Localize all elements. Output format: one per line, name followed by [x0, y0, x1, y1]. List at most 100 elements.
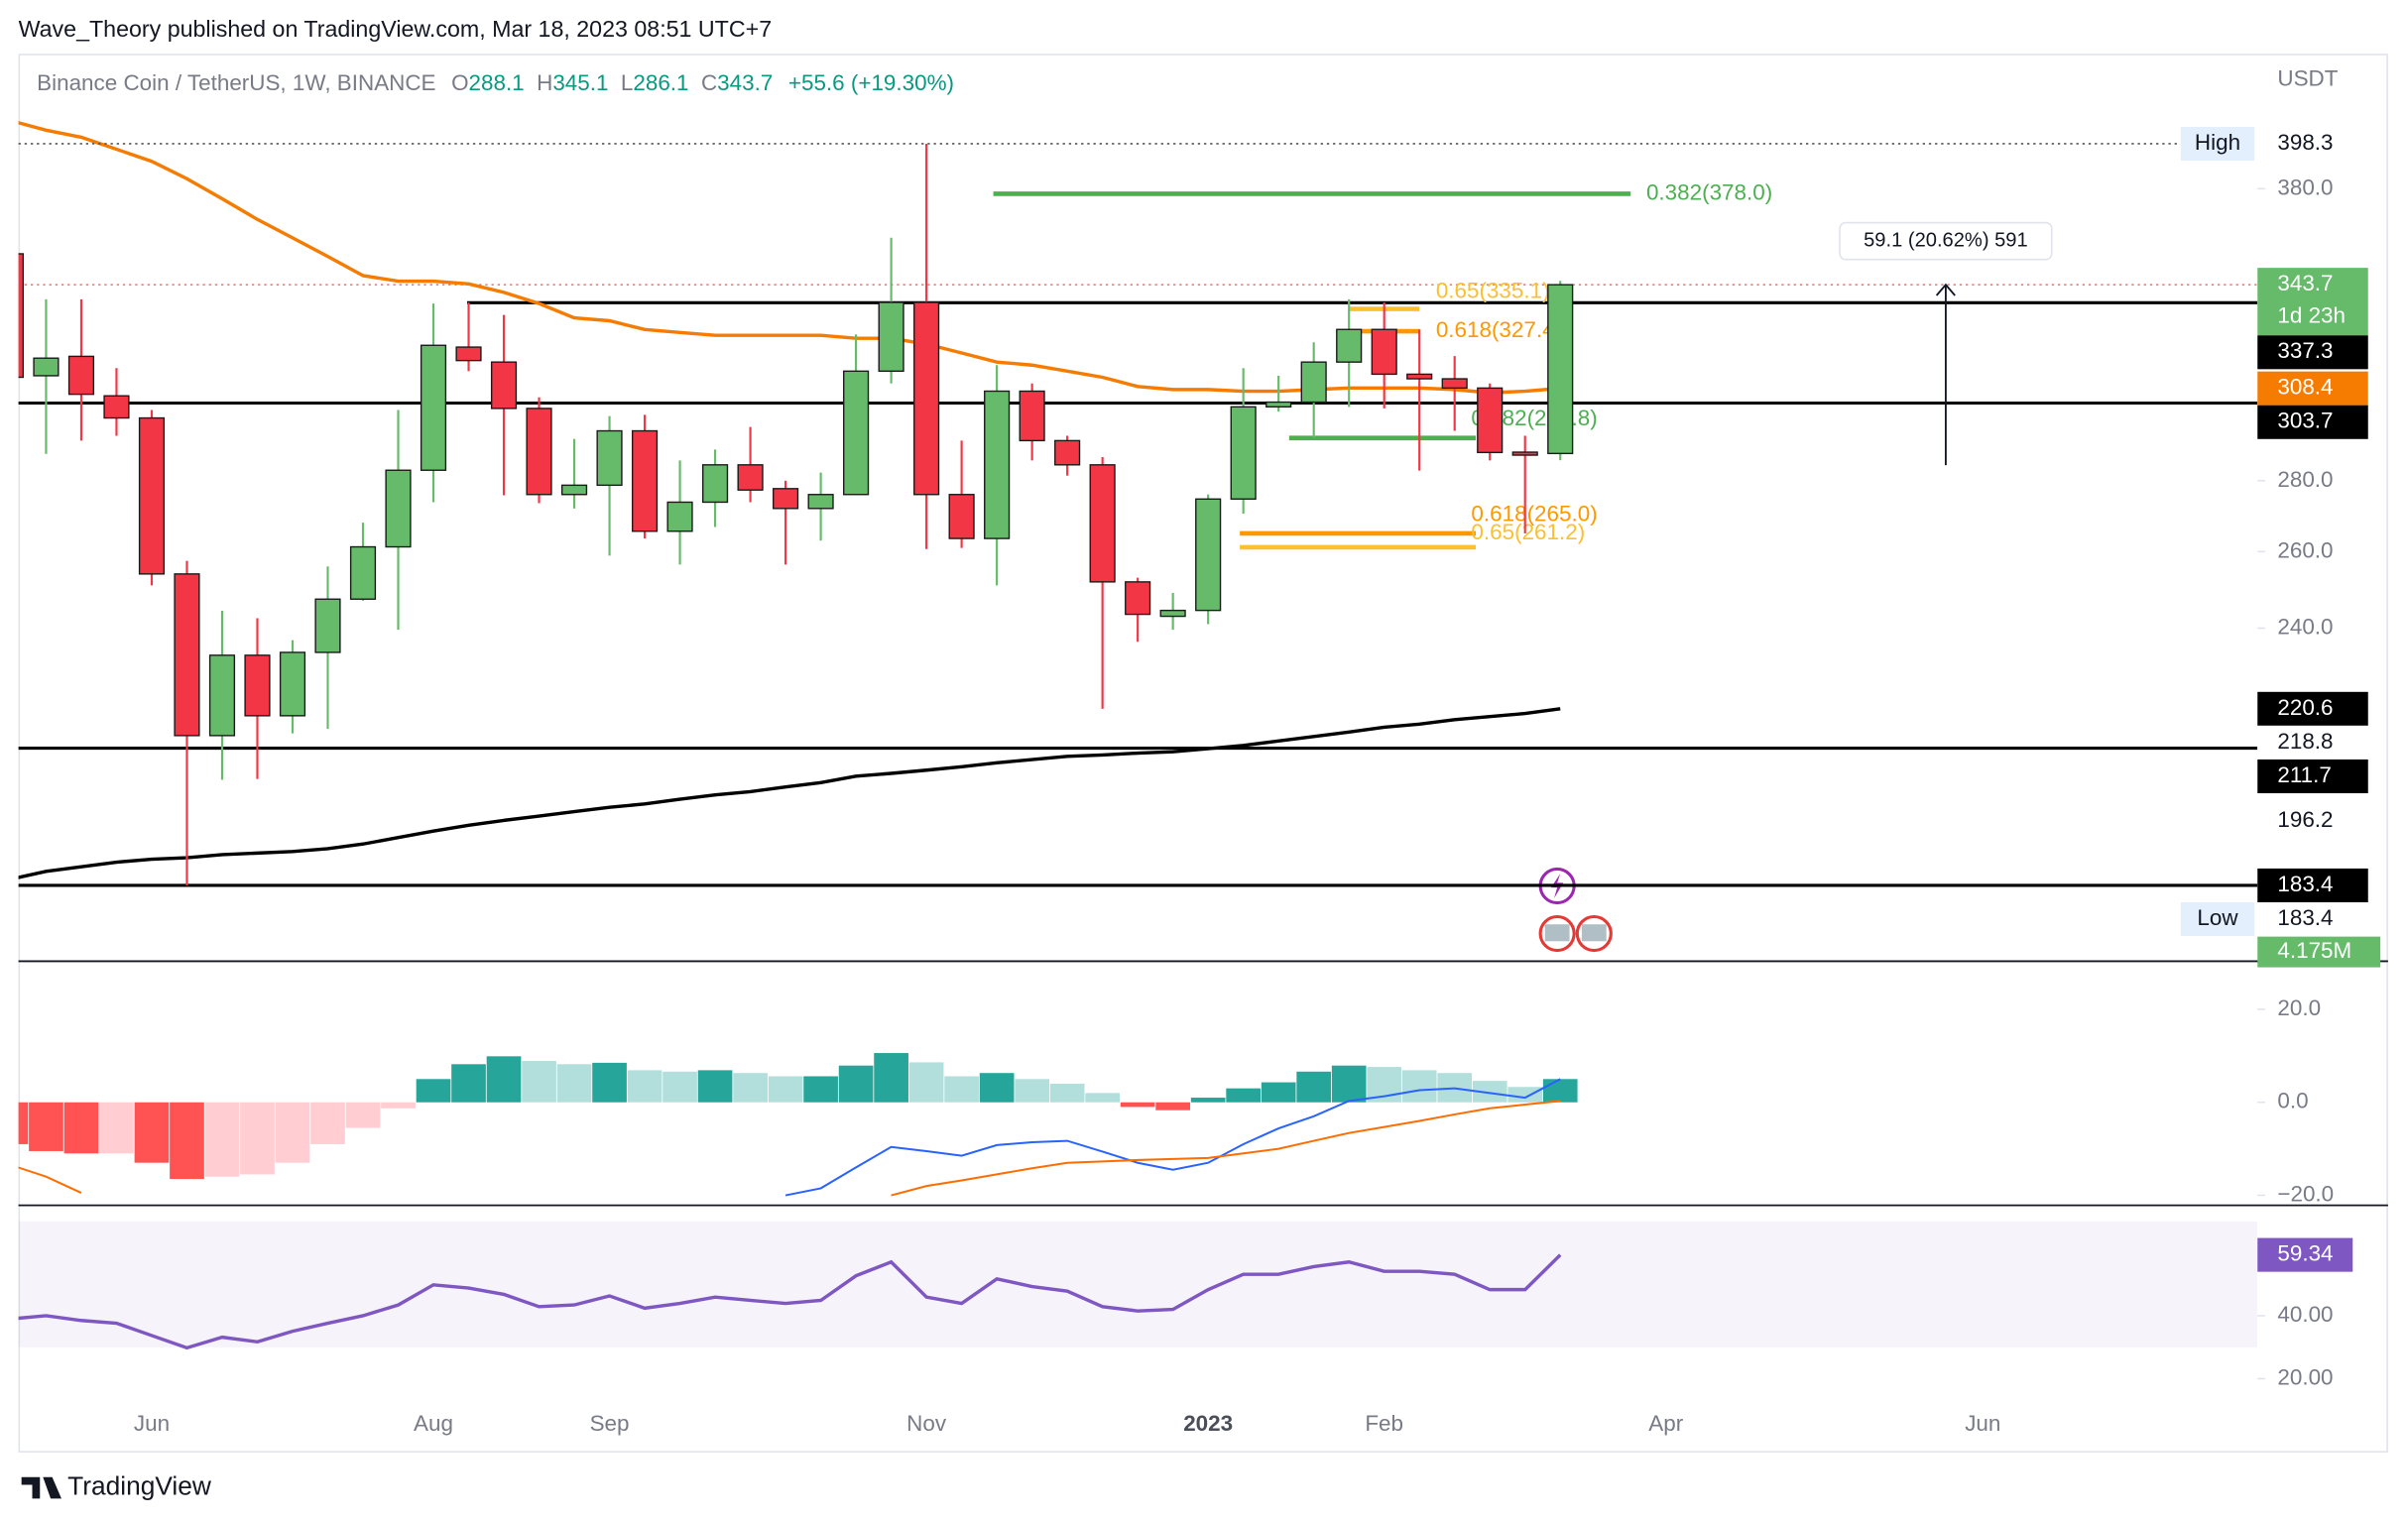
measure-arrowhead — [1935, 283, 1956, 296]
volume-label: 4.175M — [2277, 938, 2351, 963]
candle-body — [913, 301, 940, 496]
macd-line — [784, 1078, 1561, 1197]
main-pane: 0.382(378.0)0.65(335.1)0.618(327.4)0.382… — [18, 121, 2258, 887]
candle-body — [1547, 284, 1574, 455]
price-label: 220.6 — [2277, 695, 2333, 720]
legend-value: 345.1 — [552, 70, 608, 95]
candle-body — [1159, 609, 1186, 618]
legend-value: 343.7 — [717, 70, 773, 95]
macd-histogram-bar — [18, 1102, 29, 1144]
candle-body — [174, 573, 200, 737]
brand-logo — [21, 1476, 61, 1499]
candle-body — [1371, 328, 1397, 376]
macd-histogram-bar — [522, 1061, 556, 1103]
price-label-box — [2257, 868, 2368, 903]
y-tick-label: 0.0 — [2277, 1089, 2308, 1113]
price-label-box — [2257, 268, 2368, 336]
macd-histogram-bar — [1542, 1079, 1578, 1103]
candle-body — [67, 355, 95, 396]
y-tick-label: 280.0 — [2277, 467, 2333, 492]
macd-histogram-bar — [1507, 1087, 1543, 1103]
legend-key: L — [621, 70, 633, 95]
candle-body — [701, 464, 729, 504]
macd-histogram-bar — [768, 1076, 803, 1103]
candle-body — [1511, 451, 1538, 456]
macd-histogram-bar — [416, 1079, 451, 1103]
moving-average — [18, 707, 1561, 879]
candle-body — [1054, 439, 1081, 466]
macd-histogram-bar — [803, 1076, 838, 1103]
candle-body — [1441, 378, 1468, 390]
macd-histogram-bar — [874, 1053, 908, 1103]
fib-label: 0.65(261.2) — [1471, 520, 1585, 544]
flag-icon — [1544, 924, 1570, 942]
price-tag-box — [2180, 126, 2255, 161]
flag-icon — [1581, 924, 1607, 942]
header-text: Wave_Theory published on TradingView.com… — [19, 16, 773, 42]
price-tag-box — [2180, 902, 2255, 937]
signal-line — [18, 1100, 1561, 1197]
x-tick-label: Jun — [1965, 1411, 2000, 1436]
legend-key: H — [537, 70, 552, 95]
candle-body — [596, 429, 623, 487]
price-label: 303.7 — [2277, 409, 2333, 433]
rsi-label: 59.34 — [2277, 1241, 2333, 1266]
macd-pane — [18, 1053, 1578, 1197]
macd-histogram-bar — [1331, 1065, 1367, 1103]
candle-body — [244, 654, 271, 717]
candle-body — [807, 494, 834, 510]
macd-histogram-bar — [627, 1070, 662, 1103]
candle-body — [1336, 328, 1363, 363]
macd-histogram-bar — [170, 1102, 204, 1180]
symbol: Binance Coin / TetherUS, 1W, BINANCE — [37, 70, 435, 95]
volume-label-box — [2257, 936, 2381, 968]
macd-histogram-bar — [345, 1102, 381, 1128]
candle-body — [1477, 387, 1504, 454]
macd-histogram-bar — [592, 1062, 627, 1103]
macd-histogram-bar — [29, 1102, 63, 1151]
macd-histogram-bar — [1261, 1082, 1296, 1103]
price-tag: High — [2195, 130, 2240, 155]
candle-body — [666, 501, 693, 532]
price-label: 196.2 — [2277, 807, 2333, 832]
macd-histogram-bar — [838, 1065, 874, 1103]
price-tag: Low — [2197, 905, 2238, 930]
price-label-box — [2257, 335, 2368, 370]
macd-histogram-bar — [1472, 1081, 1507, 1103]
candle-body — [314, 598, 341, 653]
brand-name: TradingView — [67, 1471, 212, 1501]
macd-histogram-bar — [310, 1102, 345, 1144]
measure-box — [1839, 221, 2053, 261]
price-label: 343.7 — [2277, 271, 2333, 295]
x-tick-label: Nov — [906, 1411, 947, 1436]
rsi-band — [18, 1221, 2258, 1347]
price-label-box — [2257, 902, 2368, 937]
candle-body — [18, 253, 25, 379]
macd-histogram-bar — [451, 1064, 486, 1103]
y-tick-label: 260.0 — [2277, 537, 2333, 562]
y-tick-label: 20.00 — [2277, 1364, 2333, 1389]
currency: USDT — [2277, 65, 2338, 90]
price-label-box — [2257, 371, 2368, 406]
macd-histogram-bar — [1120, 1102, 1155, 1108]
candle-body — [984, 390, 1011, 539]
price-label-countdown: 1d 23h — [2277, 303, 2346, 328]
candle-body — [631, 429, 659, 532]
price-label: 337.3 — [2277, 338, 2333, 363]
macd-histogram-bar — [275, 1102, 310, 1163]
macd-histogram-bar — [662, 1071, 697, 1103]
candle-body — [948, 494, 975, 539]
chart-frame — [18, 54, 2388, 1453]
price-label: 218.8 — [2277, 729, 2333, 754]
candle-body — [1406, 373, 1433, 380]
legend-key: C — [701, 70, 717, 95]
macd-histogram-bar — [134, 1102, 170, 1163]
macd-histogram-bar — [99, 1102, 134, 1154]
x-tick-label: Apr — [1648, 1411, 1683, 1436]
price-label: 308.4 — [2277, 375, 2333, 400]
macd-histogram-bar — [1155, 1102, 1191, 1111]
x-tick-label: Jun — [134, 1411, 170, 1436]
legend-change: +55.6 (+19.30%) — [788, 70, 954, 95]
x-tick-label: Aug — [414, 1411, 453, 1436]
